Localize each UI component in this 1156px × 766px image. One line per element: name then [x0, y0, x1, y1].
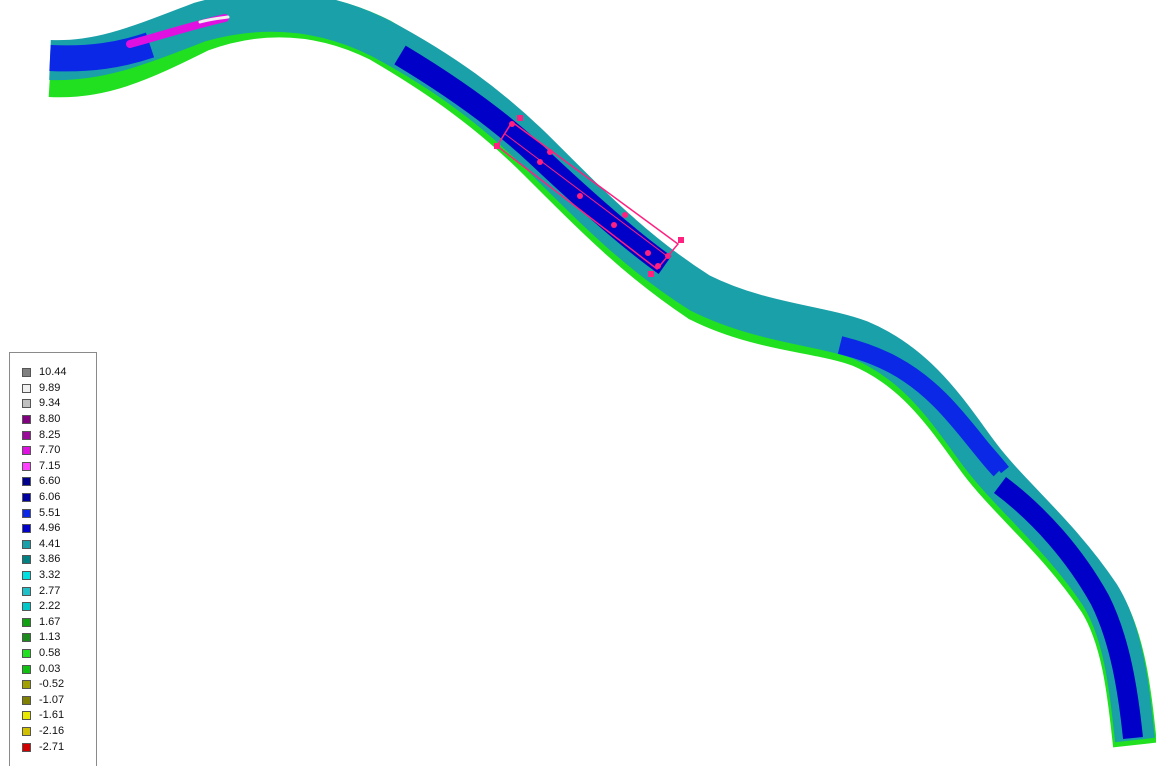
legend-label: -2.71	[39, 740, 65, 753]
legend-swatch	[22, 695, 31, 705]
legend-label: 0.58	[39, 647, 61, 660]
deep-zone-upstream	[49, 32, 155, 72]
river-channel	[49, 0, 1155, 743]
legend-row: 10.44	[22, 366, 67, 380]
legend-label: -1.07	[39, 693, 65, 706]
legend-row: -1.61	[22, 709, 64, 723]
legend-swatch	[22, 430, 31, 440]
legend-row: 9.89	[22, 382, 60, 396]
legend-swatch	[22, 555, 31, 565]
high-value-patch	[126, 14, 229, 48]
legend-label: -2.16	[39, 725, 65, 738]
legend-row: -2.16	[22, 725, 64, 739]
legend-label: 6.60	[39, 475, 61, 488]
legend-row: 7.15	[22, 460, 60, 474]
legend-row: 4.41	[22, 538, 60, 552]
legend-swatch	[22, 415, 31, 425]
legend-swatch	[22, 508, 31, 518]
legend-row: 3.86	[22, 553, 60, 567]
legend-swatch	[22, 571, 31, 581]
legend-swatch	[22, 539, 31, 549]
deep-zone-downstream	[993, 477, 1143, 740]
legend-label: 8.25	[39, 428, 61, 441]
legend-row: 9.34	[22, 397, 60, 411]
selection-box[interactable]	[494, 115, 684, 277]
legend-row: 6.60	[22, 475, 60, 489]
legend-row: 0.03	[22, 662, 60, 676]
peak-patch	[198, 15, 230, 24]
legend-label: 3.86	[39, 553, 61, 566]
legend-swatch	[22, 664, 31, 674]
deep-zone-bend-1	[394, 45, 672, 274]
legend-label: 5.51	[39, 506, 61, 519]
legend-swatch	[22, 602, 31, 612]
legend-row: 4.96	[22, 522, 60, 536]
legend-swatch	[22, 742, 31, 752]
legend-label: 7.70	[39, 444, 61, 457]
legend-swatch	[22, 633, 31, 643]
legend-label: 9.34	[39, 397, 61, 410]
legend-row: -2.71	[22, 740, 64, 754]
legend-swatch	[22, 368, 31, 378]
legend-swatch	[22, 399, 31, 409]
depth-legend: 10.44 9.89 9.34 8.80 8.25 7.70 7.15 6.60 6.06 5.5…	[9, 352, 97, 766]
legend-label: 0.03	[39, 662, 61, 675]
legend-row: 3.32	[22, 569, 60, 583]
legend-label: 1.13	[39, 631, 61, 644]
legend-label: 10.44	[39, 366, 67, 379]
legend-row: 2.77	[22, 584, 60, 598]
legend-swatch	[22, 680, 31, 690]
legend-row: 5.51	[22, 506, 60, 520]
legend-label: -0.52	[39, 678, 65, 691]
legend-row: 8.80	[22, 413, 60, 427]
legend-row: 1.67	[22, 616, 60, 630]
legend-label: 3.32	[39, 569, 61, 582]
legend-swatch	[22, 617, 31, 627]
legend-label: -1.61	[39, 709, 65, 722]
legend-swatch	[22, 477, 31, 487]
legend-swatch	[22, 586, 31, 596]
legend-swatch	[22, 461, 31, 471]
legend-row: 8.25	[22, 428, 60, 442]
legend-swatch	[22, 446, 31, 456]
legend-row: 2.22	[22, 600, 60, 614]
legend-label: 6.06	[39, 491, 61, 504]
legend-swatch	[22, 383, 31, 393]
legend-swatch	[22, 727, 31, 737]
legend-label: 8.80	[39, 413, 61, 426]
legend-swatch	[22, 649, 31, 659]
legend-label: 4.96	[39, 522, 61, 535]
legend-swatch	[22, 711, 31, 721]
legend-swatch	[22, 493, 31, 503]
legend-label: 7.15	[39, 459, 61, 472]
legend-swatch	[22, 524, 31, 534]
legend-row: 6.06	[22, 491, 60, 505]
deep-zone-right-streak	[926, 391, 1009, 474]
legend-row: 1.13	[22, 631, 60, 645]
legend-label: 4.41	[39, 537, 61, 550]
legend-row: -0.52	[22, 678, 64, 692]
legend-label: 9.89	[39, 381, 61, 394]
legend-label: 1.67	[39, 615, 61, 628]
legend-row: 7.70	[22, 444, 60, 458]
selection-handles[interactable]	[494, 115, 684, 277]
river-bank	[48, 0, 1156, 748]
legend-row: 0.58	[22, 647, 60, 661]
legend-row: -1.07	[22, 694, 64, 708]
legend-label: 2.22	[39, 600, 61, 613]
legend-label: 2.77	[39, 584, 61, 597]
